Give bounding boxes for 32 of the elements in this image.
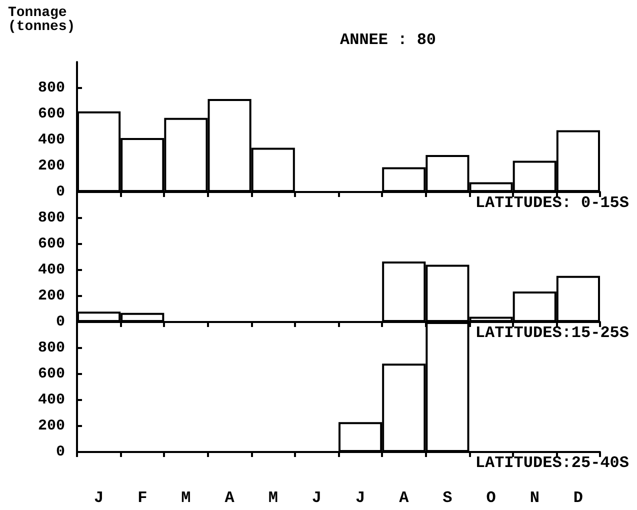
x-tick-label: J [312,489,322,507]
x-tick-label: J [94,489,104,507]
y-tick-label: 200 [38,418,65,434]
y-tick-label: 600 [38,236,65,252]
x-tick-label: O [486,489,496,507]
x-tick-label: M [181,489,191,507]
y-tick-label: 0 [56,184,65,200]
y-tick-label: 200 [38,158,65,174]
y-tick-label: 400 [38,132,65,148]
y-tick-label: 400 [38,262,65,278]
x-tick-label: N [530,489,540,507]
annotation: LATITUDES: 0-15S [475,194,630,212]
y-tick-label: 800 [38,340,65,356]
y-tick-label: 600 [38,106,65,122]
y-tick-label: 600 [38,366,65,382]
x-tick-label: A [399,489,410,507]
x-tick-label: A [224,489,235,507]
x-tick-label: J [355,489,366,507]
y-tick-label: 0 [56,444,65,460]
x-tick-label: F [138,489,148,507]
y-axis-title: Tonnage (tonnes) [8,5,76,35]
y-tick-label: 200 [38,288,65,304]
annotation: LATITUDES:15-25S [475,324,630,342]
x-tick-label: D [573,489,584,507]
text: LATITUDES:25-40S [475,454,630,472]
y-tick-label: 800 [38,80,65,96]
chart-title: ANNEE : 80 [340,31,436,49]
x-tick-label: S [442,489,453,507]
y-tick-label: 400 [38,392,65,408]
y-tick-label: 0 [56,314,65,330]
y-tick-label: 800 [38,210,65,226]
x-tick-label: M [268,489,278,507]
